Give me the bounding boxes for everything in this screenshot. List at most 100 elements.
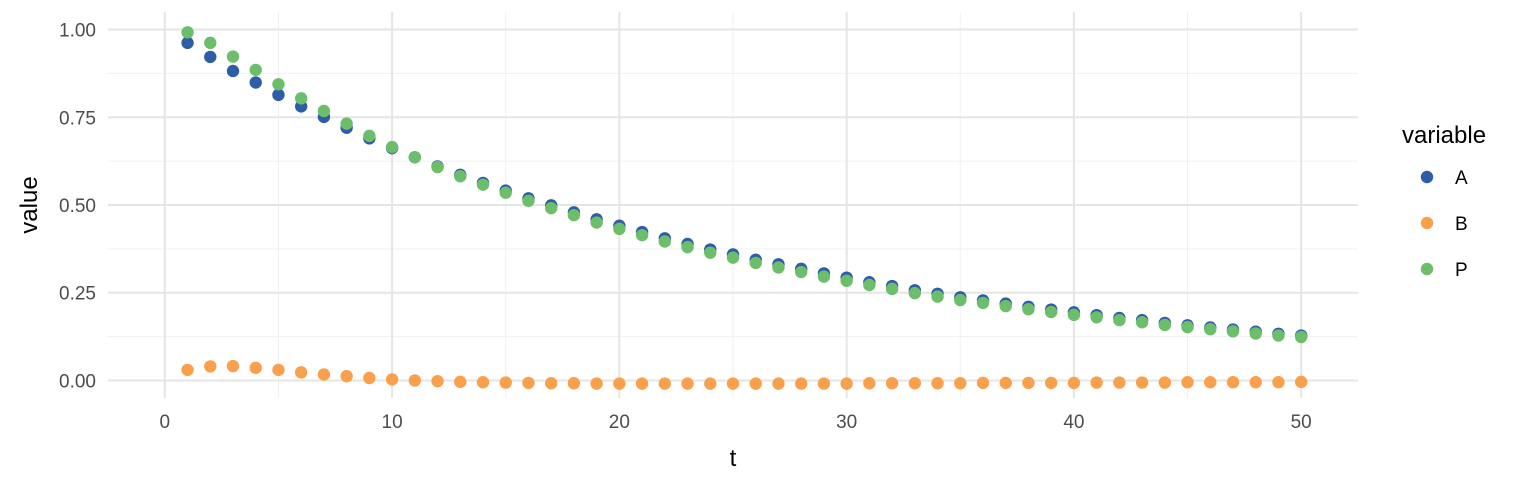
legend-key-P <box>1420 262 1434 276</box>
point-B <box>1044 376 1058 390</box>
point-B <box>317 368 331 381</box>
point-P <box>1181 320 1194 334</box>
legend-title: variable <box>1402 122 1486 149</box>
x-tick-label: 50 <box>1291 412 1312 433</box>
point-B <box>863 377 876 390</box>
point-P <box>1044 305 1058 319</box>
point-B <box>340 370 353 383</box>
point-P <box>1067 308 1081 322</box>
point-P <box>476 178 490 191</box>
point-P <box>522 194 535 207</box>
point-B <box>499 376 512 389</box>
point-B <box>544 377 558 390</box>
y-tick-label: 0.50 <box>59 196 96 217</box>
point-B <box>522 376 535 390</box>
point-P <box>272 78 285 91</box>
point-P <box>408 151 422 164</box>
y-tick-label: 0.75 <box>59 108 96 129</box>
y-tick-label: 0.25 <box>59 284 96 305</box>
point-B <box>294 366 308 379</box>
point-B <box>1090 376 1103 389</box>
legend-label-P: P <box>1455 260 1468 281</box>
point-B <box>1204 376 1217 389</box>
x-tick-label: 10 <box>382 412 403 433</box>
point-P <box>1158 318 1172 332</box>
point-P <box>749 256 762 270</box>
legend: variable A B P <box>1402 122 1486 281</box>
point-P <box>340 117 353 130</box>
point-P <box>1294 330 1308 344</box>
x-tick-label: 20 <box>609 412 630 433</box>
point-B <box>931 377 944 390</box>
point-P <box>635 228 649 242</box>
point-B <box>726 377 740 390</box>
point-P <box>704 246 717 259</box>
y-tick-label: 1.00 <box>59 21 96 42</box>
point-P <box>658 235 672 248</box>
point-B <box>1226 376 1240 389</box>
point-B <box>681 377 694 390</box>
point-P <box>794 265 808 279</box>
legend-items: A B P <box>1420 168 1468 281</box>
point-B <box>272 363 285 377</box>
point-B <box>363 371 376 385</box>
point-B <box>476 376 490 389</box>
point-B <box>1294 375 1308 389</box>
point-A <box>181 36 194 50</box>
point-B <box>817 377 831 390</box>
point-P <box>249 63 262 77</box>
point-P <box>431 160 444 174</box>
point-P <box>1090 311 1103 324</box>
point-B <box>1113 376 1126 389</box>
point-B <box>1067 376 1081 390</box>
point-B <box>408 374 422 387</box>
series-B <box>181 359 1308 390</box>
point-A <box>272 88 285 102</box>
point-P <box>294 92 308 105</box>
point-B <box>908 377 922 390</box>
y-tick-label: 0.00 <box>59 371 96 392</box>
point-P <box>1249 327 1262 340</box>
point-B <box>1022 376 1035 390</box>
point-P <box>954 293 967 307</box>
point-P <box>681 240 694 254</box>
point-B <box>1249 376 1262 389</box>
point-B <box>840 377 853 390</box>
point-P <box>613 222 626 236</box>
point-B <box>999 376 1012 390</box>
point-B <box>885 377 899 390</box>
point-P <box>817 270 831 283</box>
point-B <box>976 376 990 390</box>
y-axis-title: value <box>16 176 43 233</box>
legend-key-A <box>1420 170 1434 184</box>
point-A <box>226 64 240 78</box>
point-P <box>1135 316 1149 329</box>
point-P <box>317 104 331 118</box>
legend-key-B <box>1420 216 1434 230</box>
point-P <box>544 201 558 215</box>
point-P <box>454 170 467 183</box>
point-P <box>999 299 1012 313</box>
point-B <box>1158 376 1172 389</box>
point-B <box>1181 376 1194 389</box>
point-B <box>1272 376 1285 389</box>
point-B <box>431 374 444 388</box>
point-A <box>204 50 217 64</box>
point-P <box>363 129 376 143</box>
point-P <box>885 282 899 296</box>
point-P <box>590 216 603 229</box>
point-P <box>1204 323 1217 336</box>
axes-labels: 0 10 20 30 40 50 0.00 0.25 0.50 0.75 1.00 <box>59 21 1312 433</box>
point-B <box>590 377 603 390</box>
series-P <box>181 26 1308 344</box>
point-B <box>658 377 672 390</box>
point-P <box>1226 325 1240 338</box>
point-A <box>249 76 262 89</box>
x-axis-title: t <box>730 445 737 472</box>
point-B <box>749 377 762 390</box>
point-P <box>1272 329 1285 342</box>
x-tick-label: 40 <box>1063 412 1084 433</box>
point-B <box>772 377 785 390</box>
point-P <box>772 261 785 274</box>
